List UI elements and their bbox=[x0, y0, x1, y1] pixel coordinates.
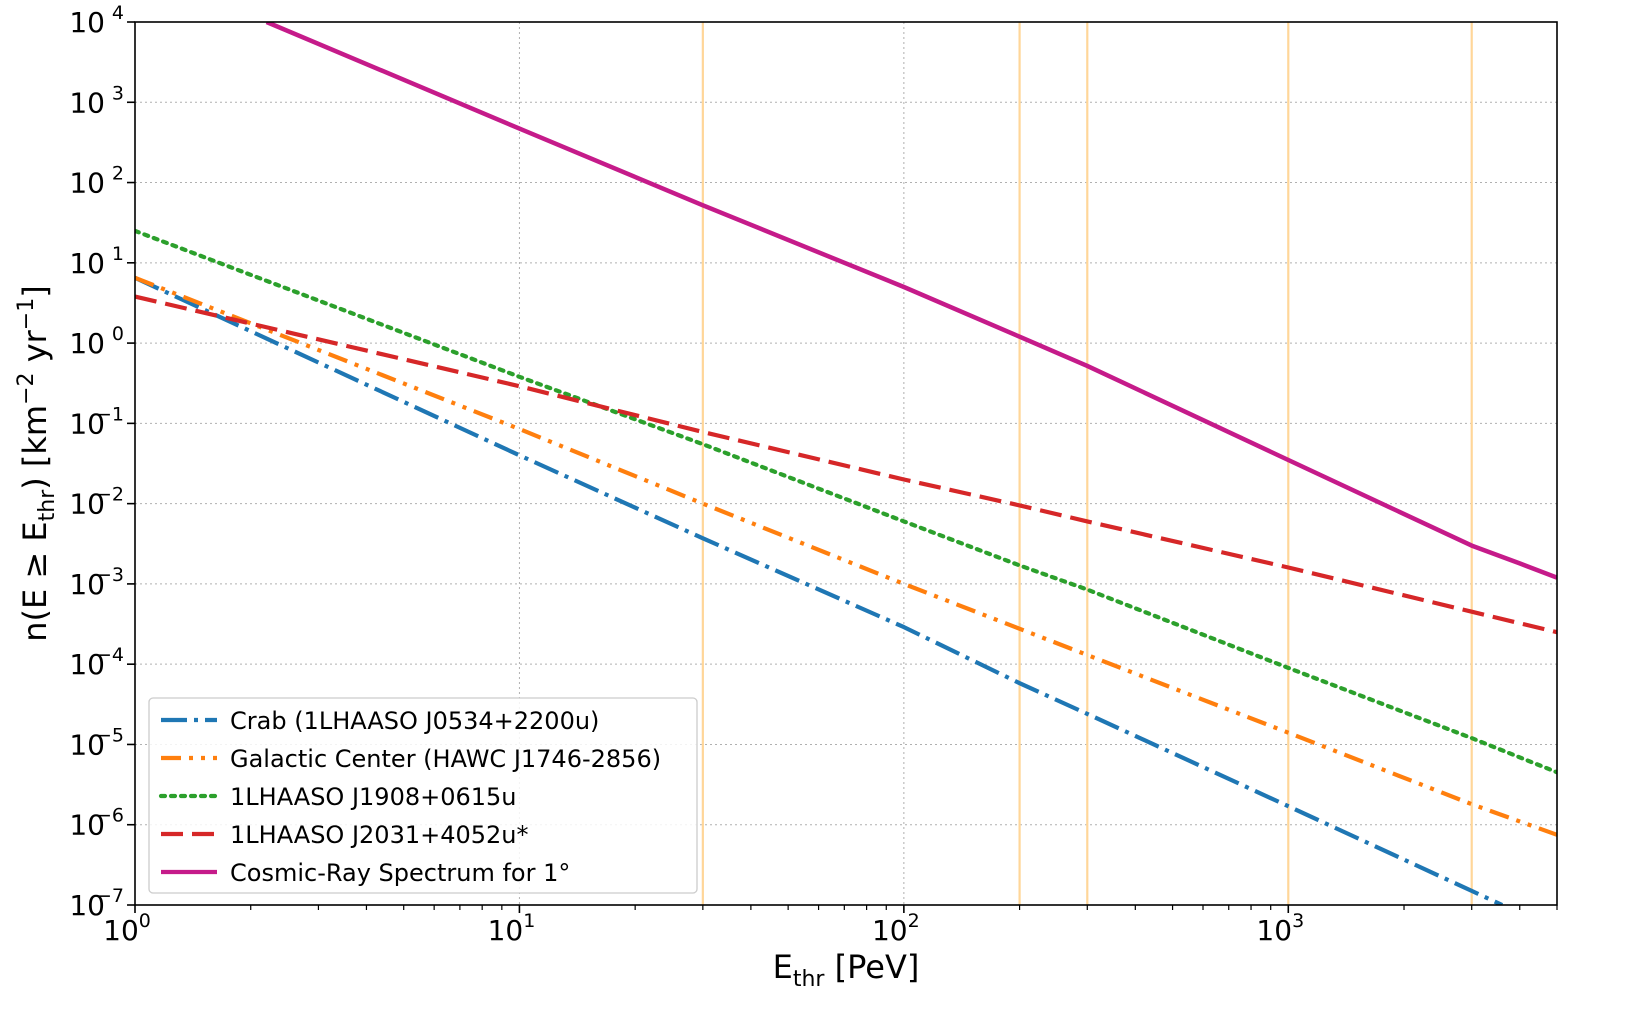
y-tick-label: 10 bbox=[69, 568, 105, 601]
series-line-crab-1lhaaso-j0534-2200u bbox=[135, 275, 1504, 905]
y-tick-label: 10 bbox=[69, 6, 105, 39]
threshold-vertical-lines bbox=[701, 22, 1473, 905]
x-label-rest: [PeV] bbox=[824, 948, 919, 986]
y-tick-exponent: −4 bbox=[96, 644, 124, 666]
legend-label: Cosmic-Ray Spectrum for 1° bbox=[230, 859, 570, 887]
y-label-suffix: ] bbox=[16, 285, 54, 297]
y-tick-label: 10 bbox=[69, 167, 105, 200]
y-tick-exponent: −1 bbox=[96, 403, 124, 425]
y-tick-label: 10 bbox=[69, 488, 105, 521]
y-label-mid: ) [km bbox=[16, 405, 54, 490]
y-tick-exponent: 4 bbox=[112, 2, 124, 24]
y-tick-label: 10 bbox=[69, 728, 105, 761]
series-line-1lhaaso-j1908-0615u bbox=[135, 228, 1557, 775]
legend-item: Crab (1LHAASO J0534+2200u) bbox=[161, 707, 599, 735]
x-axis-label: Ethr [PeV] bbox=[773, 948, 920, 992]
y-tick-exponent: 0 bbox=[112, 323, 124, 345]
y-tick-exponent: −5 bbox=[96, 724, 124, 746]
y-tick-exponent: −2 bbox=[96, 484, 124, 506]
y-tick-exponent: −6 bbox=[96, 805, 124, 827]
series-line-1lhaaso-j2031-4052u bbox=[135, 294, 1557, 635]
legend-item: Galactic Center (HAWC J1746-2856) bbox=[161, 745, 661, 773]
y-label-prefix: n(E ≥ E bbox=[16, 521, 54, 641]
x-label-base: E bbox=[773, 948, 793, 986]
legend-label: Galactic Center (HAWC J1746-2856) bbox=[230, 745, 661, 773]
legend-item: Cosmic-Ray Spectrum for 1° bbox=[161, 859, 570, 887]
data-series bbox=[135, 22, 1557, 905]
series-group bbox=[135, 22, 1557, 905]
legend: Crab (1LHAASO J0534+2200u) Galactic Cente… bbox=[148, 697, 698, 894]
y-label-mid2: yr bbox=[16, 329, 54, 372]
legend-label: 1LHAASO J1908+0615u bbox=[230, 783, 517, 811]
y-tick-label: 10 bbox=[69, 648, 105, 681]
series-line-cosmic-ray-spectrum-for-1 bbox=[265, 22, 1557, 580]
x-label-sub: thr bbox=[793, 967, 826, 992]
axis-ticks: 100 101 102 10310−710−610−510−410−310−210−1… bbox=[69, 2, 1558, 947]
y-tick-label: 10 bbox=[69, 889, 105, 922]
plot-frame bbox=[134, 21, 1558, 906]
x-tick-label: 103 bbox=[1256, 910, 1304, 947]
legend-item: 1LHAASO J2031+4052u* bbox=[161, 821, 529, 849]
y-tick-label: 10 bbox=[69, 247, 105, 280]
y-label-sup2: −1 bbox=[14, 298, 39, 330]
y-tick-exponent: −7 bbox=[96, 885, 124, 907]
series-line-galactic-center-hawc-j1746-2856 bbox=[135, 275, 1557, 837]
legend-box bbox=[148, 697, 698, 894]
y-tick-label: 10 bbox=[69, 407, 105, 440]
y-tick-label: 10 bbox=[69, 809, 105, 842]
y-tick-exponent: −3 bbox=[96, 564, 124, 586]
y-tick-exponent: 1 bbox=[112, 243, 124, 265]
x-tick-label: 102 bbox=[872, 910, 920, 947]
x-tick-label: 101 bbox=[488, 910, 536, 947]
legend-label: Crab (1LHAASO J0534+2200u) bbox=[230, 707, 599, 735]
legend-label: 1LHAASO J2031+4052u* bbox=[230, 821, 529, 849]
x-tick-label: 100 bbox=[103, 910, 151, 947]
y-axis-label: n(E ≥ Ethr) [km−2 yr−1] bbox=[14, 285, 60, 641]
legend-item: 1LHAASO J1908+0615u bbox=[158, 783, 517, 811]
y-label-sup1: −2 bbox=[14, 372, 39, 404]
y-label-sub: thr bbox=[35, 489, 60, 522]
y-tick-exponent: 2 bbox=[112, 163, 124, 185]
y-tick-label: 10 bbox=[69, 86, 105, 119]
y-tick-label: 10 bbox=[69, 327, 105, 360]
y-tick-exponent: 3 bbox=[112, 82, 124, 104]
